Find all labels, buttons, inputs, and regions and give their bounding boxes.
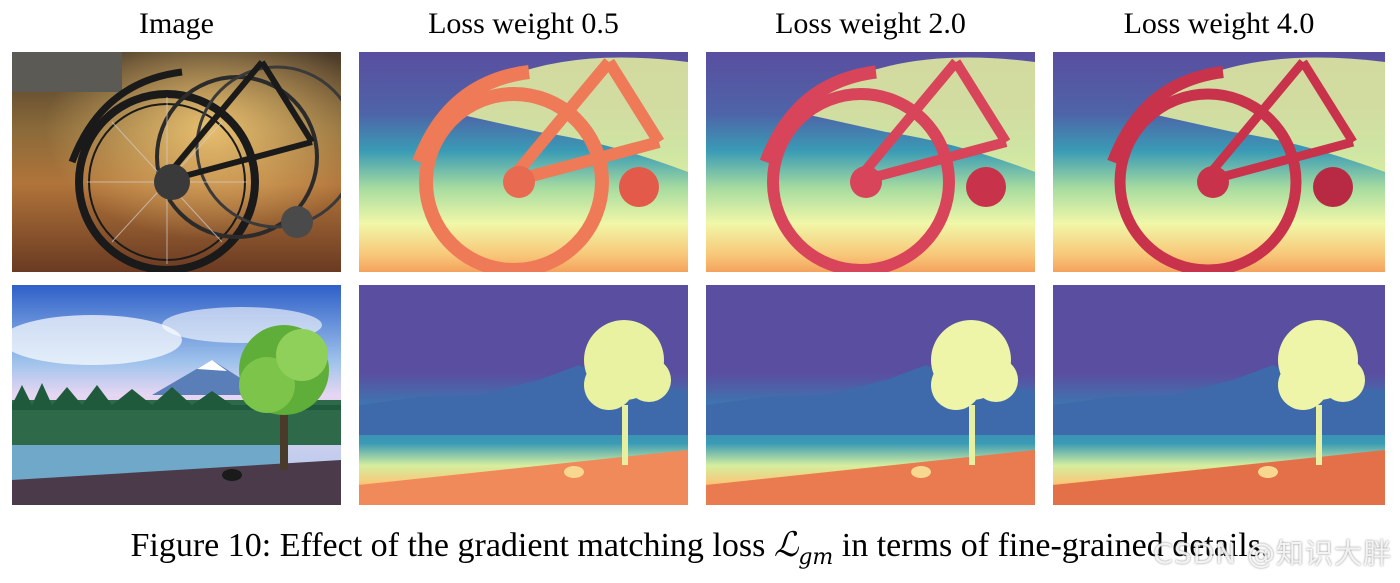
- watermark: CSDN @知识大胖: [1153, 537, 1392, 570]
- bicycle-depth-loss-0-5: [359, 52, 688, 272]
- column-header-image: Image: [139, 7, 214, 40]
- landscape-depth-loss-4-0: [1053, 285, 1385, 505]
- caption-suffix: in terms of fine-grained details.: [833, 527, 1270, 564]
- landscape-depth-loss-2-0: [706, 285, 1035, 505]
- column-header-loss-2-0: Loss weight 2.0: [775, 7, 966, 40]
- bicycle-depth-loss-4-0: [1053, 52, 1385, 272]
- landscape-depth-loss-0-5: [359, 285, 688, 505]
- caption-math-symbol: ℒ: [773, 525, 799, 565]
- column-header-loss-0-5: Loss weight 0.5: [428, 7, 619, 40]
- landscape-painting: [12, 285, 341, 505]
- caption-math-subscript: gm: [798, 544, 834, 570]
- bicycle-photo: [12, 52, 341, 272]
- caption-prefix: Figure 10: Effect of the gradient matchi…: [130, 527, 774, 564]
- figure-caption: Figure 10: Effect of the gradient matchi…: [0, 520, 1400, 570]
- bicycle-depth-loss-2-0: [706, 52, 1035, 272]
- caption-math: ℒgm: [773, 525, 833, 570]
- column-header-loss-4-0: Loss weight 4.0: [1123, 7, 1315, 40]
